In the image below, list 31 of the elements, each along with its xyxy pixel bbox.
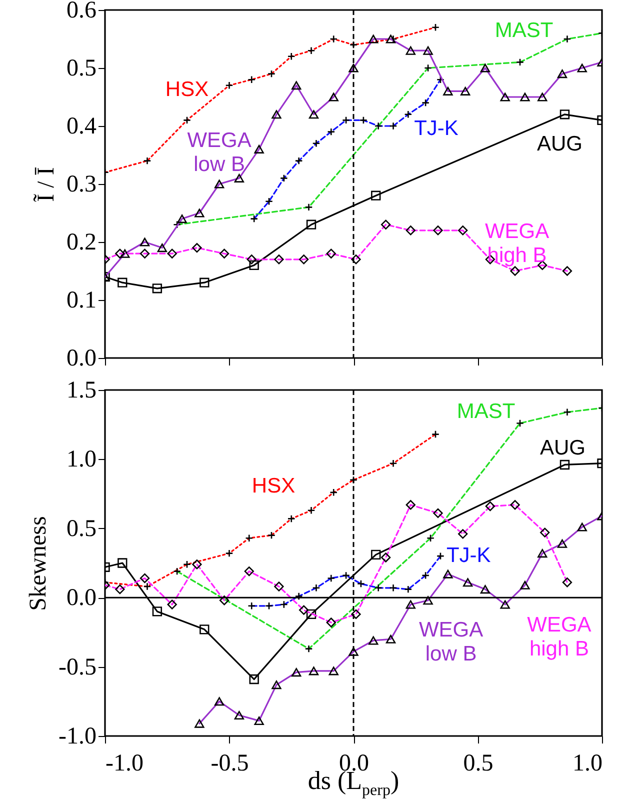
y-tick-label: 0.2 — [66, 230, 96, 256]
series-label: HSX — [165, 78, 209, 102]
y-tick-label: 0.6 — [66, 0, 96, 24]
x-tick-label: 0.5 — [463, 750, 494, 776]
series-label: TJ-K — [414, 117, 458, 140]
y-axis-title: Ĩ / Ī — [32, 167, 60, 202]
series-label: HSX — [252, 474, 296, 498]
y-tick-label: 0.5 — [66, 516, 96, 542]
y-tick-label: 0.1 — [66, 288, 96, 314]
x-tick-label: 1.0 — [572, 750, 602, 776]
x-tick-label: -1.0 — [106, 750, 144, 776]
series-label: WEGA low B — [187, 129, 252, 176]
series-label: TJ-K — [446, 544, 491, 568]
y-tick-label: 1.5 — [66, 378, 96, 404]
y-tick-label: -1.0 — [58, 724, 96, 750]
series-label: WEGA high B — [527, 613, 592, 660]
series-label: AUG — [540, 436, 586, 460]
series-label: MAST — [456, 400, 516, 424]
y-tick-label: 0.3 — [66, 172, 96, 198]
x-tick-label: -0.5 — [210, 750, 249, 776]
series-label: MAST — [494, 19, 554, 42]
y-tick-label: 0.5 — [66, 56, 96, 82]
series-label: WEGA low B — [418, 618, 484, 666]
y-tick-label: 0.0 — [66, 346, 96, 372]
series-label: WEGA high B — [484, 220, 550, 267]
y-tick-label: 1.0 — [66, 446, 96, 473]
y-axis-title: Skewness — [26, 516, 52, 611]
y-tick-label: -0.5 — [58, 654, 96, 680]
series-label: AUG — [536, 132, 582, 156]
y-tick-label: 0.4 — [66, 114, 96, 140]
y-tick-label: 0.0 — [66, 585, 96, 612]
